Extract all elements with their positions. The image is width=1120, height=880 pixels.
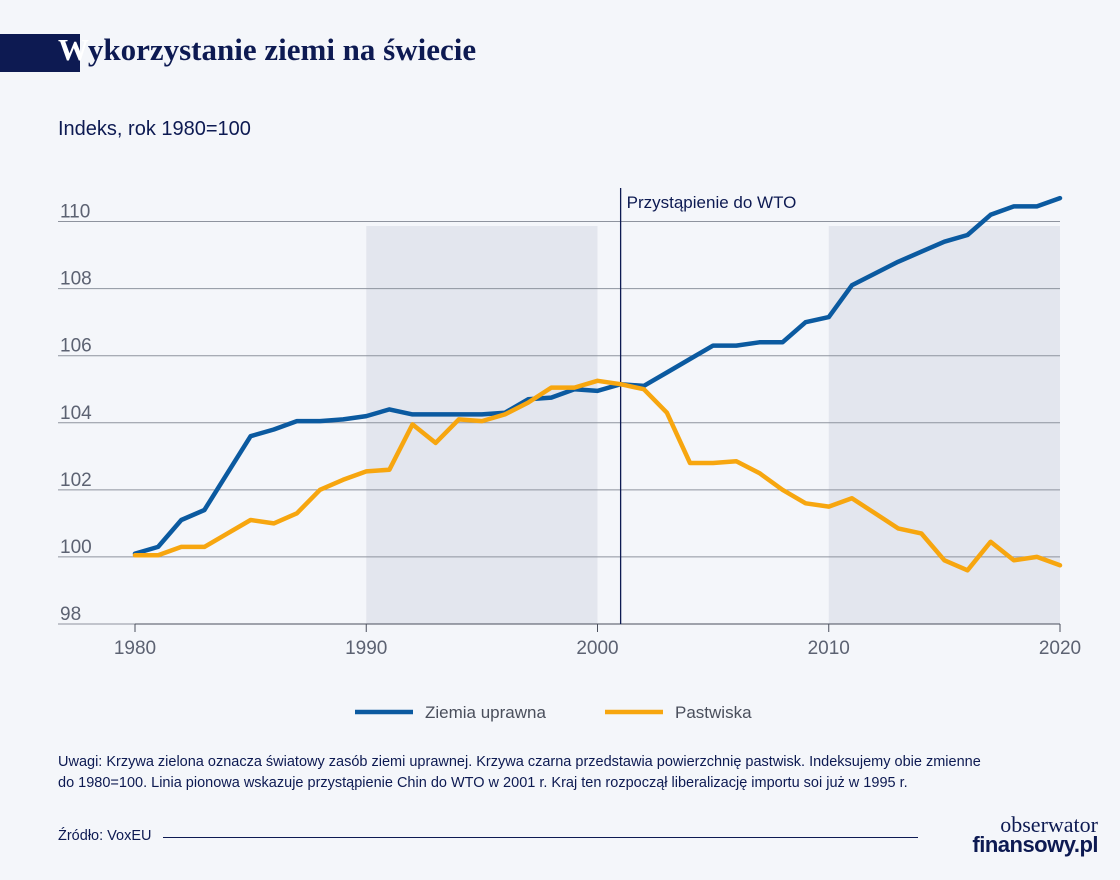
wto-marker: Przystąpienie do WTO	[619, 188, 797, 624]
chart-subtitle: Indeks, rok 1980=100	[58, 118, 251, 140]
shaded-period-1	[828, 226, 1060, 624]
x-tick-label-1980: 1980	[114, 638, 156, 659]
y-tick-label-102: 102	[60, 470, 92, 491]
y-tick-label-98: 98	[60, 604, 81, 625]
shaded-period-0	[366, 226, 598, 624]
note-line-1: Uwagi: Krzywa zielona oznacza światowy z…	[58, 754, 981, 770]
chart-note: Uwagi: Krzywa zielona oznacza światowy z…	[58, 752, 1038, 794]
logo-line-2: finansowy.pl	[972, 832, 1098, 857]
title-first-letter: W	[58, 32, 88, 67]
page-title: Wykorzystanie ziemi na świecie	[58, 32, 476, 68]
legend-label-0: Ziemia uprawna	[425, 703, 546, 722]
line-chart: 98 100 102 104 106 108 110 1980 1990 2000 2010 202…	[58, 188, 1081, 722]
series-lines	[132, 195, 1063, 573]
note-line-2: do 1980=100. Linia pionowa wskazuje przy…	[58, 775, 908, 791]
series-line-0	[132, 195, 1063, 556]
title-rest: ykorzystanie ziemi na świecie	[87, 32, 477, 67]
wto-label: Przystąpienie do WTO	[627, 193, 797, 212]
x-tick-label-2020: 2020	[1039, 638, 1081, 659]
legend-label-1: Pastwiska	[675, 703, 752, 722]
x-tick-label-2000: 2000	[576, 638, 618, 659]
y-tick-label-106: 106	[60, 336, 92, 357]
y-tick-label-104: 104	[60, 403, 92, 424]
y-tick-label-108: 108	[60, 269, 92, 290]
y-tick-label-100: 100	[60, 537, 92, 558]
brand-logo: obserwator finansowy.pl	[928, 812, 1098, 857]
title-accent-bar	[0, 34, 80, 72]
source-divider	[163, 837, 918, 838]
x-tick-label-2010: 2010	[808, 638, 850, 659]
logo-line-1: obserwator	[1000, 812, 1098, 837]
y-axis-ticks: 98 100 102 104 106 108 110	[60, 202, 92, 625]
legend: Ziemia uprawna Pastwiska	[355, 703, 752, 722]
x-axis-ticks: 1980 1990 2000 2010 2020	[114, 623, 1081, 659]
y-tick-label-110: 110	[60, 202, 90, 223]
x-tick-label-1990: 1990	[345, 638, 387, 659]
series-line-1	[132, 378, 1063, 573]
source-label: Źródło: VoxEU	[58, 828, 152, 844]
